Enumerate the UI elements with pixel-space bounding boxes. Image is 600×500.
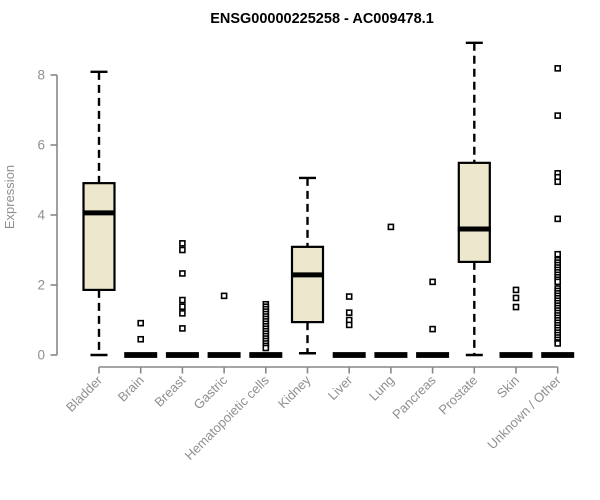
outlier-point xyxy=(512,303,520,311)
x-category-label: Brain xyxy=(115,373,147,405)
y-tick-label: 8 xyxy=(37,68,45,83)
boxplot-brain xyxy=(124,319,158,358)
outlier-point xyxy=(179,270,186,277)
outlier-point xyxy=(179,246,186,254)
y-tick-label: 2 xyxy=(37,278,45,293)
y-tick-label: 6 xyxy=(37,138,45,153)
outlier-point xyxy=(429,325,436,333)
outlier-point xyxy=(554,112,562,119)
outlier-point xyxy=(179,310,186,317)
y-tick-label: 0 xyxy=(37,348,45,363)
boxplot-bladder xyxy=(82,70,116,357)
x-category-label: Kidney xyxy=(275,372,314,411)
zero-box xyxy=(541,352,575,358)
outlier-point xyxy=(387,223,395,231)
x-category-label: Prostate xyxy=(436,373,481,418)
zero-box xyxy=(124,352,158,358)
outlier-point xyxy=(554,65,562,72)
boxplot-hematopoietic-cells xyxy=(249,300,283,358)
x-category-label: Liver xyxy=(325,372,356,403)
outlier-point xyxy=(554,215,562,223)
outlier-point xyxy=(345,309,353,316)
outlier-point xyxy=(220,292,228,300)
y-tick-label: 4 xyxy=(37,208,45,223)
boxplot-pancreas xyxy=(416,278,450,358)
box xyxy=(457,161,491,264)
plot-layer xyxy=(82,41,575,358)
outlier-point xyxy=(345,321,353,329)
zero-box xyxy=(249,352,283,358)
zero-box xyxy=(416,352,450,358)
outlier-point xyxy=(179,296,186,304)
y-axis-title: Expression xyxy=(2,165,17,229)
zero-box xyxy=(374,352,408,358)
zero-box xyxy=(332,352,366,358)
x-category-label: Unknown / Other xyxy=(484,372,564,452)
outlier-point xyxy=(262,344,270,352)
x-category-label: Gastric xyxy=(191,372,231,412)
boxplot-lung xyxy=(374,223,408,358)
outlier-point xyxy=(554,178,562,186)
zero-box xyxy=(499,352,533,358)
zero-box xyxy=(207,352,241,358)
outlier-point xyxy=(512,286,520,294)
outlier-point xyxy=(512,294,520,302)
outlier-point xyxy=(137,319,144,327)
x-category-label: Bladder xyxy=(63,372,106,415)
zero-box xyxy=(165,352,199,358)
chart-title: ENSG00000225258 - AC009478.1 xyxy=(210,11,434,27)
outlier-point xyxy=(554,340,562,347)
boxplot-skin xyxy=(499,286,533,358)
boxplot-prostate xyxy=(457,41,491,357)
outlier-point xyxy=(179,325,186,332)
outlier-point xyxy=(179,240,186,247)
x-category-label: Lung xyxy=(366,373,397,404)
outlier-point xyxy=(554,278,562,286)
x-category-label: Skin xyxy=(494,373,522,401)
x-category-label: Pancreas xyxy=(389,372,439,422)
outlier-point xyxy=(137,335,144,343)
outlier-point xyxy=(554,250,562,258)
box xyxy=(290,245,325,324)
box xyxy=(82,182,116,291)
boxplot-gastric xyxy=(207,292,241,358)
outlier-point xyxy=(429,278,436,286)
boxplot-unknown-other xyxy=(541,65,575,358)
x-category-label: Breast xyxy=(151,372,188,409)
outlier-point xyxy=(179,303,186,311)
boxplot-kidney xyxy=(290,176,325,355)
boxplot-liver xyxy=(332,293,366,358)
boxplot-breast xyxy=(165,240,199,358)
outlier-point xyxy=(345,293,353,300)
